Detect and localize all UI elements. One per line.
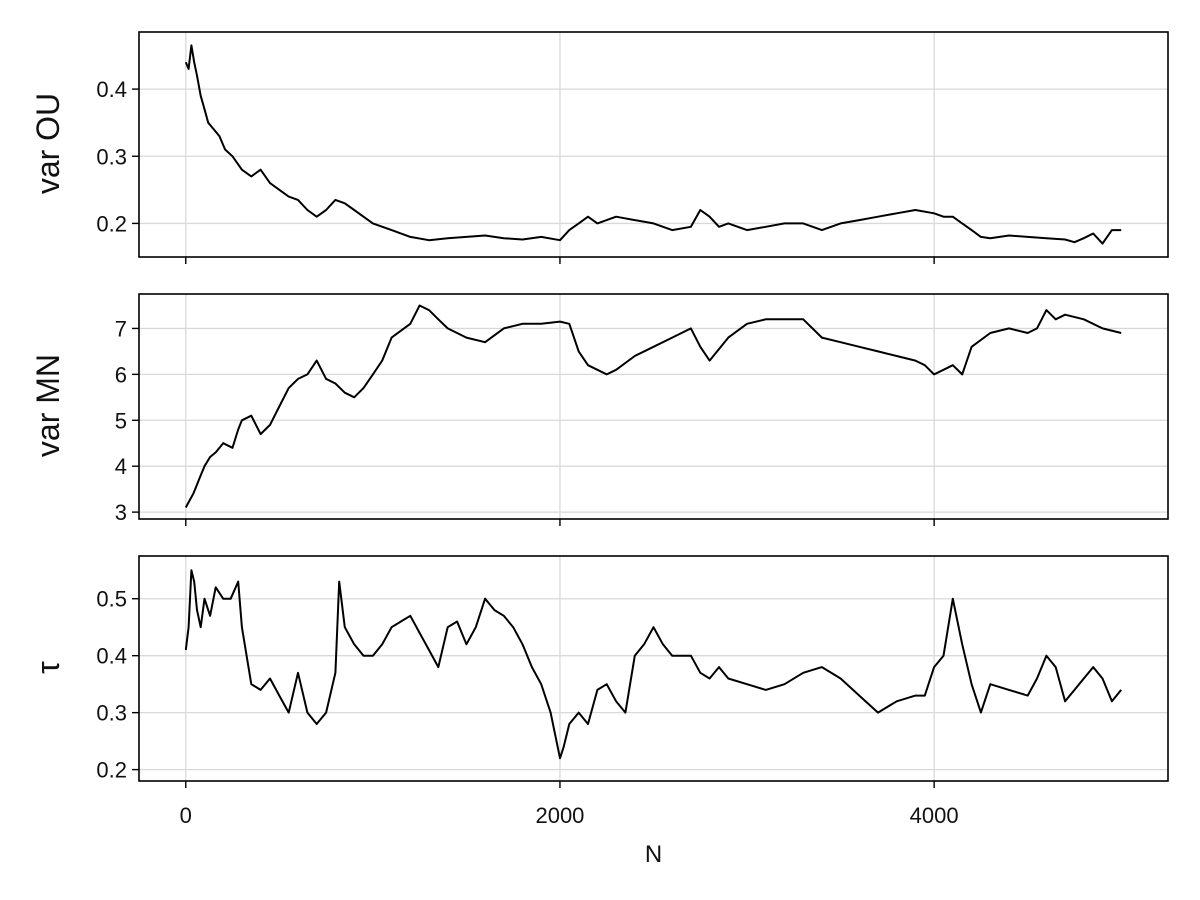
panel-tau: τ N 0.2 0.3 0.4 0.5 0 2000 4000	[30, 555, 1169, 868]
y-axis-label-var-mn: var MN	[30, 354, 66, 457]
y-tick-label: 4	[115, 454, 127, 479]
y-tick-label: 0.3	[96, 701, 127, 726]
y-tick-label: 5	[115, 408, 127, 433]
grid	[139, 294, 1168, 519]
y-tick-label: 3	[115, 500, 127, 525]
y-tick-label: 6	[115, 362, 127, 387]
plot-frame	[138, 31, 1169, 258]
x-axis-label: N	[645, 841, 662, 868]
y-tick-label: 0.4	[96, 644, 127, 669]
x-tick-label: 2000	[535, 803, 584, 828]
y-tick-label: 7	[115, 316, 127, 341]
y-tick-label: 0.2	[96, 758, 127, 783]
y-axis-label-tau: τ	[30, 661, 66, 674]
y-tick-label: 0.3	[96, 144, 127, 169]
y-axis-label-var-ou: var OU	[30, 93, 66, 194]
grid	[139, 556, 1168, 781]
x-tick-label: 4000	[910, 803, 959, 828]
y-tick-label: 0.5	[96, 587, 127, 612]
panel-var-ou: var OU 0.2 0.3 0.4	[30, 31, 1169, 264]
series-line	[184, 569, 1122, 760]
plot-frame	[138, 555, 1169, 782]
series-line	[184, 304, 1122, 508]
x-tick-label: 0	[180, 803, 192, 828]
plot-frame	[138, 293, 1169, 520]
panel-var-mn: var MN 3 4 5 6 7	[30, 293, 1169, 526]
y-tick-label: 0.4	[96, 77, 127, 102]
y-tick-label: 0.2	[96, 211, 127, 236]
series-line	[184, 44, 1122, 245]
